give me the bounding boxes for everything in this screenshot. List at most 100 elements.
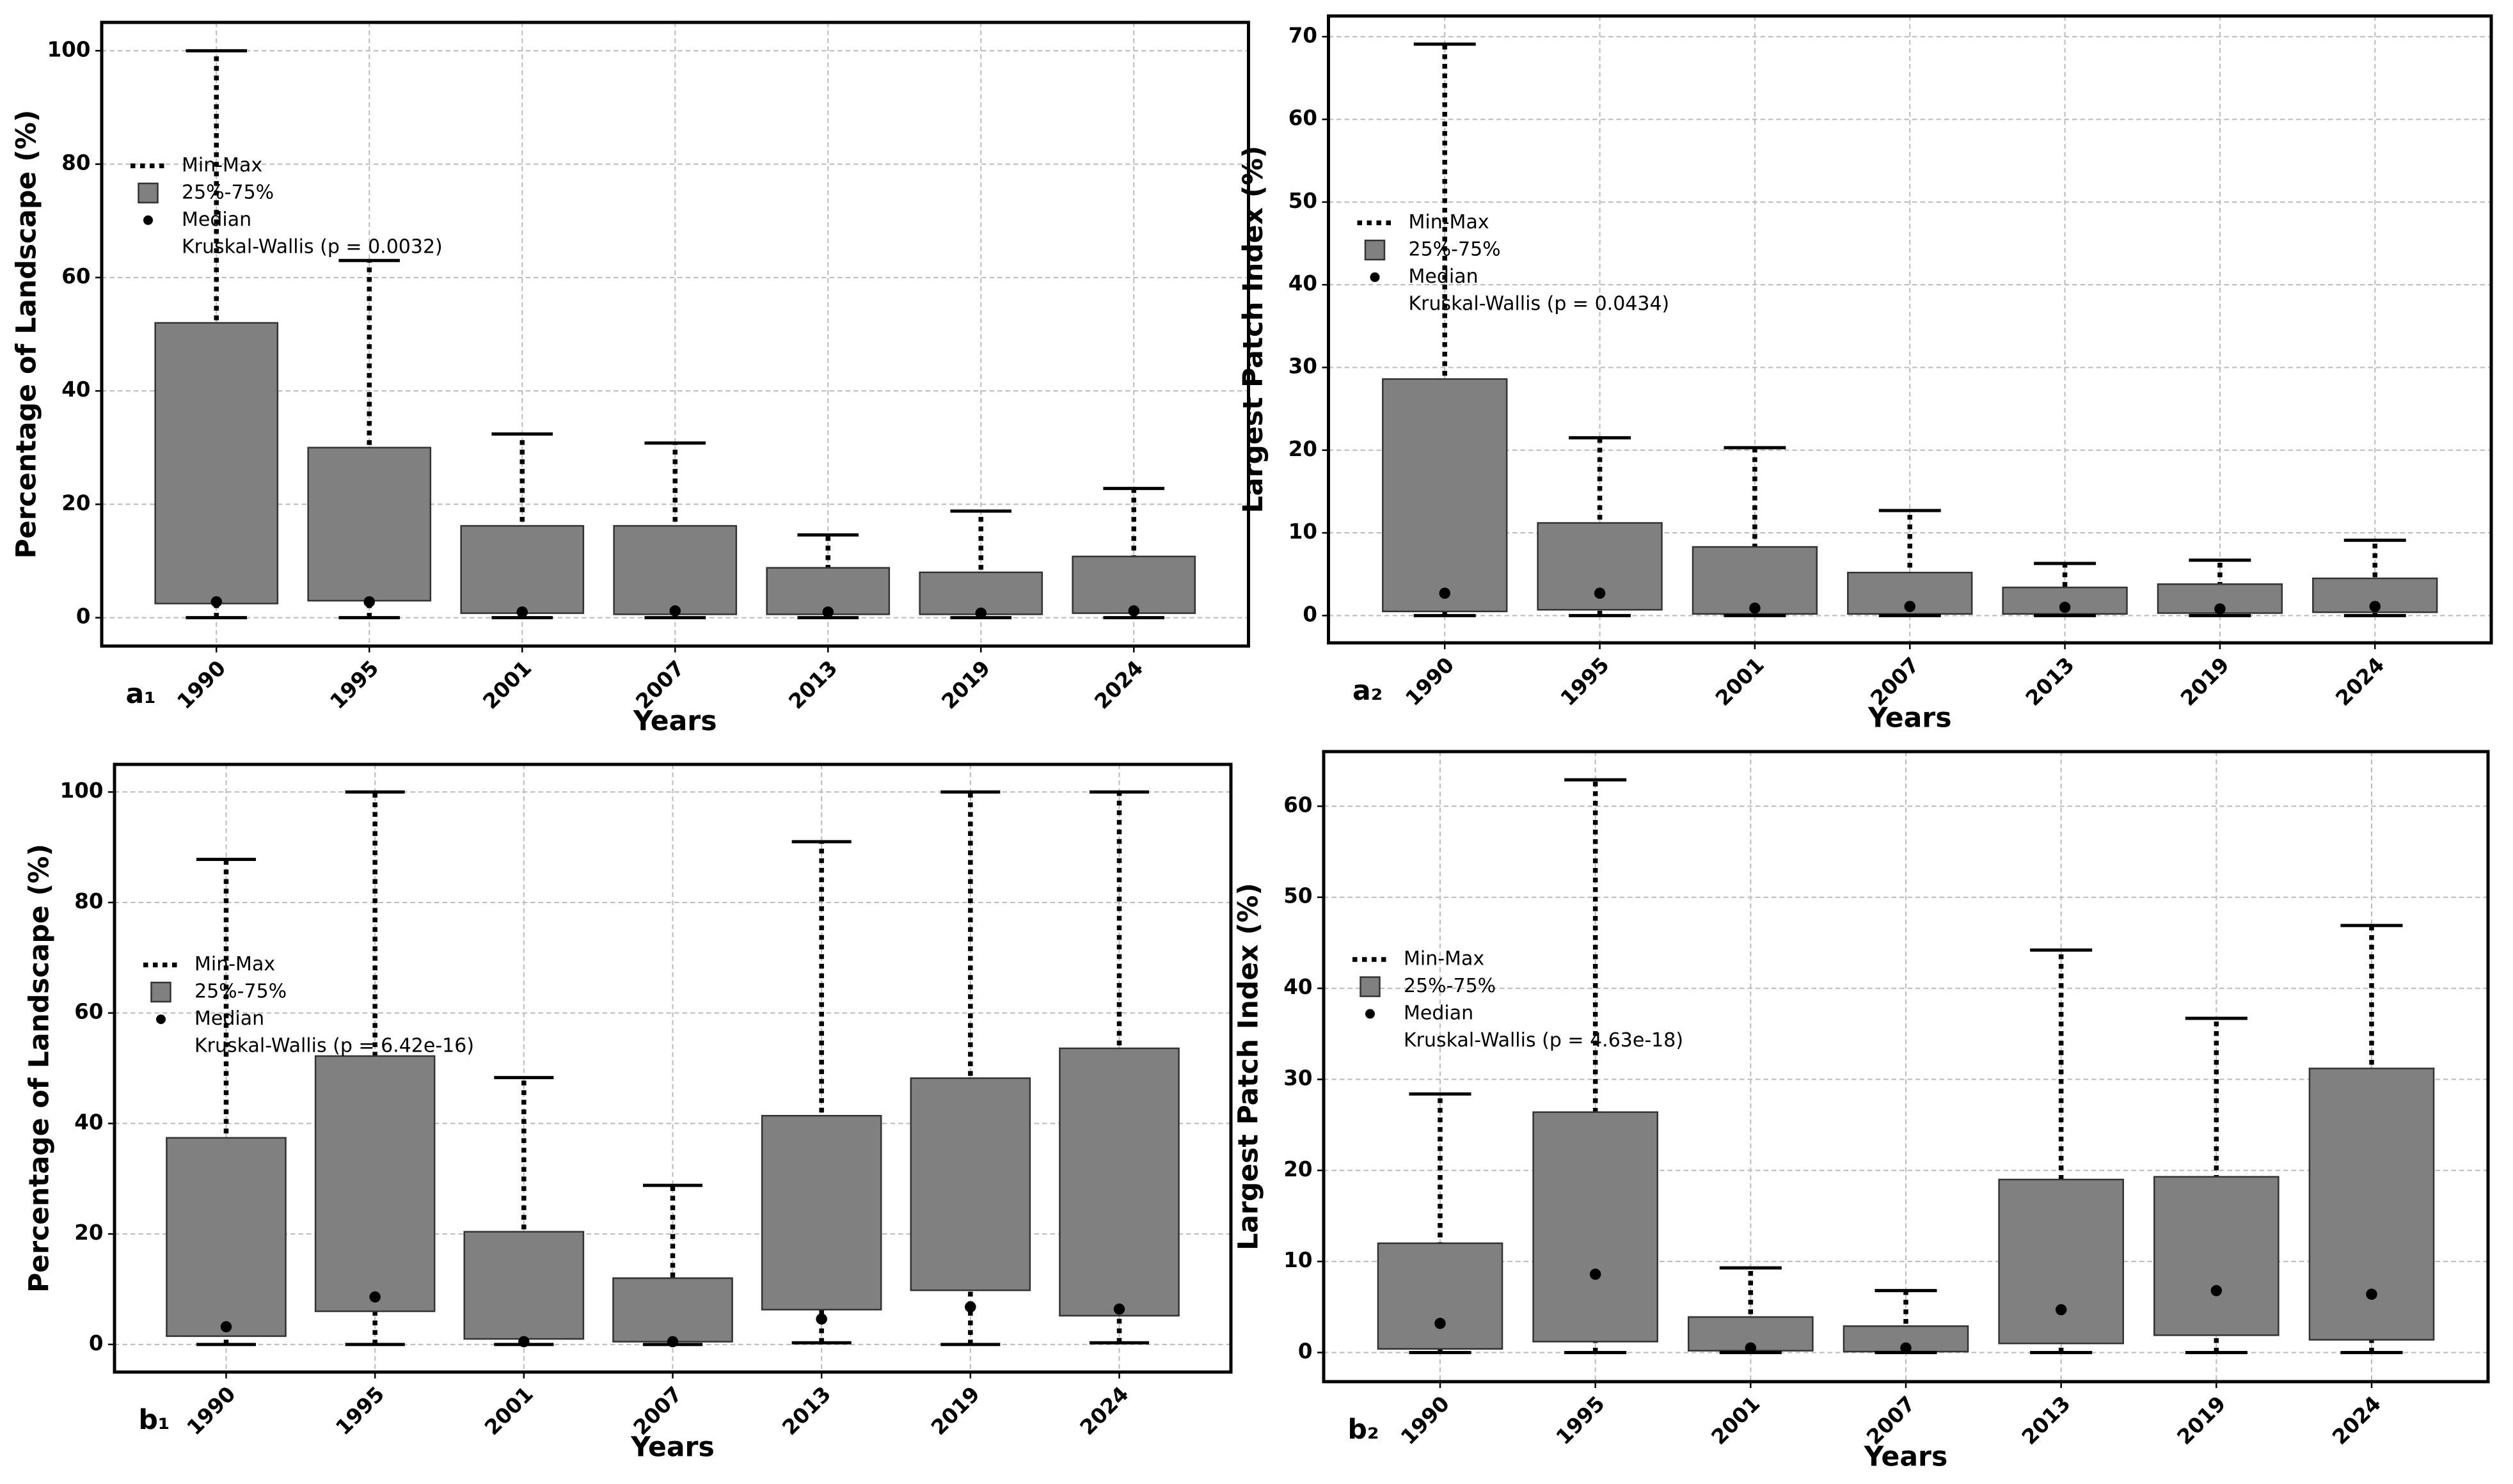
box (2308, 1068, 2435, 1341)
y-tick-label: 0 (1303, 602, 1317, 626)
legend-label: Kruskal-Wallis (p = 4.63e-18) (1404, 1029, 1683, 1052)
y-tick-label: 60 (74, 1000, 103, 1024)
median (2369, 601, 2381, 612)
legend-label: Min-Max (1404, 948, 1484, 970)
y-tick-label: 60 (61, 264, 90, 288)
x-tick-label: 2024 (1075, 1382, 1134, 1440)
panel-label: b₁ (139, 1405, 170, 1436)
y-tick-label: 50 (1288, 189, 1317, 213)
box (314, 1055, 436, 1313)
median (1589, 1268, 1601, 1280)
legend-label: Kruskal-Wallis (p = 0.0032) (182, 235, 443, 258)
box (307, 446, 432, 602)
median (2214, 603, 2226, 615)
legend-label: Median (182, 209, 251, 231)
x-tick-label: 1995 (1551, 1391, 1610, 1449)
legend-label: Median (194, 1007, 264, 1030)
legend-label: Median (1409, 265, 1478, 288)
legend-box-key (150, 981, 171, 1003)
x-tick-label: 1990 (1396, 1391, 1454, 1449)
x-tick-label: 2019 (2176, 652, 2234, 711)
x-tick-label: 2019 (937, 656, 995, 714)
median (1900, 1342, 1912, 1354)
box (1059, 1047, 1180, 1317)
median (369, 1291, 381, 1303)
median (667, 1336, 679, 1348)
median (669, 605, 681, 617)
x-axis-label: Years (1864, 1442, 1948, 1473)
y-tick-label: 60 (1283, 793, 1312, 817)
legend-label: Kruskal-Wallis (p = 6.42e-16) (194, 1035, 474, 1057)
x-tick-label: 2019 (926, 1382, 985, 1440)
legend-label: Min-Max (194, 953, 275, 975)
y-tick-label: 80 (74, 889, 103, 913)
legend-median-key (1370, 272, 1380, 282)
y-tick-label: 20 (1283, 1157, 1312, 1181)
x-axis-label: Years (633, 706, 717, 738)
median (2059, 601, 2071, 613)
y-tick-label: 0 (89, 1331, 104, 1355)
median (822, 606, 834, 618)
median (816, 1313, 827, 1325)
y-tick-label: 0 (76, 604, 91, 629)
y-tick-label: 100 (60, 778, 104, 803)
y-axis-label: Percentage of Landscape (%) (12, 110, 43, 559)
x-tick-label: 2007 (1866, 652, 1924, 711)
x-tick-label: 1995 (331, 1382, 389, 1440)
x-tick-label: 2019 (2173, 1391, 2231, 1449)
y-tick-label: 10 (1283, 1248, 1312, 1272)
y-tick-label: 10 (1288, 519, 1317, 544)
median (1439, 587, 1450, 599)
panel-label: a₁ (126, 679, 156, 710)
x-tick-label: 2007 (631, 656, 689, 714)
legend-median-key (143, 215, 153, 225)
x-tick-label: 2024 (1090, 656, 1148, 714)
y-tick-label: 30 (1288, 354, 1317, 378)
y-axis-label: Largest Patch Index (%) (1238, 146, 1269, 514)
legend-label: 25%-75% (1409, 238, 1501, 260)
x-tick-label: 2024 (2331, 652, 2389, 711)
box (613, 525, 738, 615)
median (1113, 1303, 1125, 1315)
x-axis-label: Years (1867, 703, 1952, 734)
box (910, 1077, 1031, 1291)
median (516, 606, 528, 618)
median (1434, 1318, 1446, 1329)
median (2055, 1304, 2067, 1316)
box (2002, 587, 2128, 615)
median (210, 596, 222, 608)
legend-label: Min-Max (1409, 211, 1489, 233)
x-tick-label: 1995 (325, 656, 383, 714)
median (1904, 601, 1915, 612)
box (2153, 1176, 2279, 1336)
x-tick-label: 1990 (182, 1382, 241, 1440)
x-tick-label: 1990 (172, 656, 230, 714)
legend-label: 25%-75% (1404, 975, 1496, 997)
x-tick-label: 2007 (1862, 1391, 1920, 1449)
legend-label: 25%-75% (194, 981, 287, 1003)
median (1594, 587, 1606, 599)
plot-frame (113, 762, 1233, 1374)
box (1847, 571, 1973, 615)
legend-box-key (1360, 976, 1381, 997)
median (1128, 605, 1139, 617)
median (975, 607, 987, 619)
legend-box-key (138, 182, 159, 203)
y-tick-label: 20 (74, 1220, 103, 1245)
y-tick-label: 40 (61, 377, 90, 402)
box (1377, 1242, 1503, 1350)
y-tick-label: 20 (1288, 437, 1317, 461)
legend-median-key (1365, 1009, 1375, 1019)
x-tick-label: 2001 (478, 656, 536, 714)
box (154, 322, 279, 604)
x-tick-label: 2013 (2017, 1391, 2075, 1449)
panel-label: a₂ (1352, 675, 1383, 707)
box (460, 525, 585, 614)
legend-median-key (156, 1014, 166, 1024)
median (1745, 1342, 1757, 1354)
box (166, 1137, 287, 1338)
plot-frame (1322, 750, 2490, 1384)
y-tick-label: 50 (1283, 884, 1312, 908)
